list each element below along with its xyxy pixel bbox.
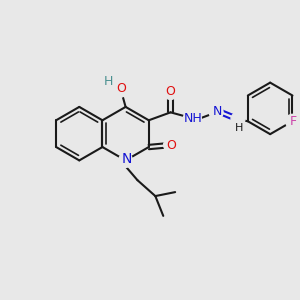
Text: N: N (122, 152, 132, 167)
Circle shape (113, 81, 129, 97)
Text: N: N (212, 105, 222, 118)
Circle shape (286, 114, 299, 128)
Circle shape (231, 112, 245, 126)
Text: O: O (117, 82, 127, 94)
Circle shape (209, 105, 223, 119)
Text: H: H (104, 75, 113, 88)
Circle shape (164, 138, 178, 152)
Text: O: O (167, 139, 176, 152)
Circle shape (119, 154, 133, 167)
Text: H: H (235, 123, 243, 133)
Text: NH: NH (184, 112, 203, 125)
Text: O: O (166, 85, 176, 98)
Text: F: F (290, 115, 297, 128)
Circle shape (184, 110, 201, 127)
Circle shape (164, 85, 178, 100)
